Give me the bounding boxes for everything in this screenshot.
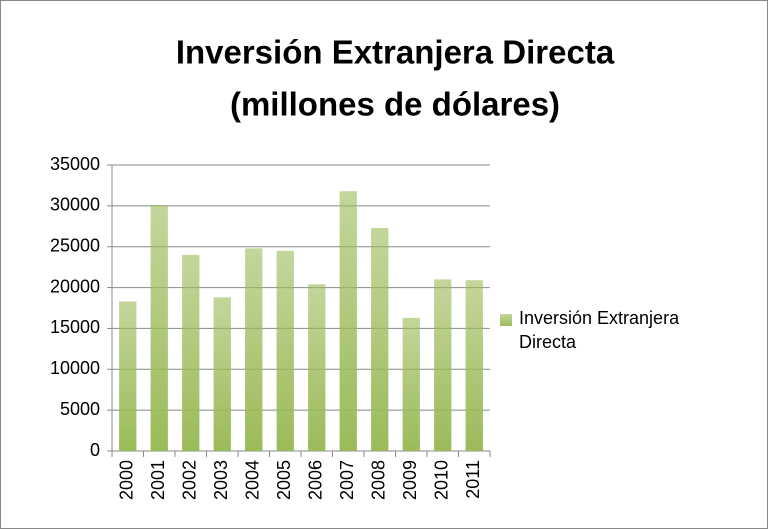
y-tick-label: 5000 bbox=[60, 399, 100, 419]
bar bbox=[276, 250, 294, 451]
x-tick-label: 2003 bbox=[211, 460, 231, 500]
chart-title: Inversión Extranjera Directa bbox=[176, 34, 615, 71]
x-tick-label: 2002 bbox=[180, 460, 200, 500]
bar bbox=[465, 280, 483, 451]
bar bbox=[119, 301, 137, 451]
x-tick-label: 2010 bbox=[432, 460, 452, 500]
bar bbox=[308, 284, 326, 451]
x-tick-label: 2009 bbox=[400, 460, 420, 500]
x-tick-label: 2008 bbox=[369, 460, 389, 500]
x-tick-label: 2005 bbox=[274, 460, 294, 500]
x-tick-label: 2004 bbox=[243, 460, 263, 500]
y-tick-label: 10000 bbox=[50, 358, 100, 378]
y-tick-label: 20000 bbox=[50, 276, 100, 296]
x-tick-label: 2000 bbox=[117, 460, 137, 500]
y-tick-label: 35000 bbox=[50, 154, 100, 174]
bar bbox=[150, 205, 168, 451]
legend-label: Inversión Extranjera Directa bbox=[519, 308, 680, 352]
legend-swatch bbox=[500, 314, 512, 326]
legend: Inversión Extranjera Directa bbox=[500, 306, 719, 354]
bar bbox=[371, 227, 389, 451]
chart-title: (millones de dólares) bbox=[230, 86, 560, 123]
bar bbox=[402, 317, 420, 451]
x-tick-label: 2001 bbox=[148, 460, 168, 500]
y-tick-label: 25000 bbox=[50, 235, 100, 255]
bar bbox=[339, 191, 357, 452]
y-tick-label: 30000 bbox=[50, 195, 100, 215]
x-tick-label: 2007 bbox=[337, 460, 357, 500]
y-tick-label: 15000 bbox=[50, 317, 100, 337]
bar bbox=[213, 297, 231, 451]
bar bbox=[182, 254, 200, 451]
x-tick-label: 2011 bbox=[463, 460, 483, 499]
x-tick-label: 2006 bbox=[306, 460, 326, 500]
bar bbox=[245, 248, 263, 451]
y-tick-label: 0 bbox=[90, 440, 100, 460]
bar bbox=[434, 279, 452, 451]
